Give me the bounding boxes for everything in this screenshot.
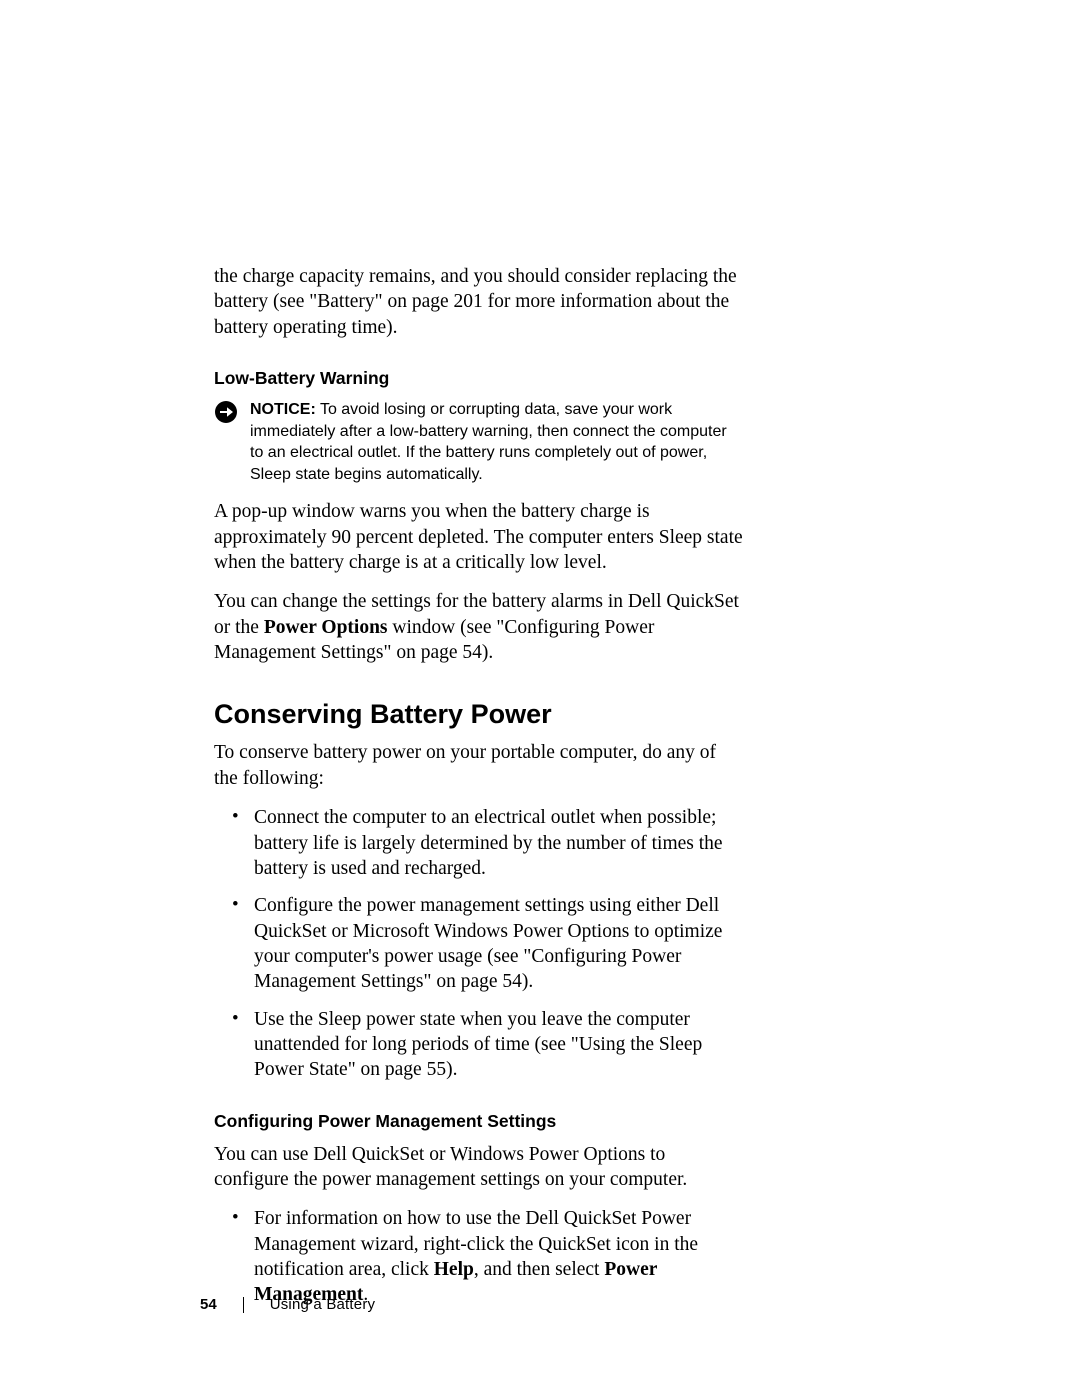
low-battery-heading: Low-Battery Warning — [214, 368, 744, 389]
list-item: Connect the computer to an electrical ou… — [254, 805, 744, 881]
config-bullet-mid: , and then select — [474, 1259, 605, 1280]
low-battery-para1: A pop-up window warns you when the batte… — [214, 499, 744, 575]
notice-arrow-icon — [214, 400, 238, 429]
conserving-heading: Conserving Battery Power — [214, 699, 744, 730]
content-area: the charge capacity remains, and you sho… — [214, 264, 744, 1324]
list-item: Configure the power management settings … — [254, 893, 744, 994]
intro-paragraph: the charge capacity remains, and you sho… — [214, 264, 744, 340]
config-bullets: For information on how to use the Dell Q… — [214, 1206, 744, 1307]
para2-bold: Power Options — [264, 617, 388, 638]
config-heading: Configuring Power Management Settings — [214, 1111, 744, 1132]
conserving-bullets: Connect the computer to an electrical ou… — [214, 805, 744, 1082]
page-footer: 54 Using a Battery — [200, 1296, 375, 1313]
notice-label: NOTICE: — [250, 401, 316, 418]
document-page: the charge capacity remains, and you sho… — [0, 0, 1080, 1397]
conserving-intro: To conserve battery power on your portab… — [214, 740, 744, 791]
low-battery-para2: You can change the settings for the batt… — [214, 589, 744, 665]
config-intro: You can use Dell QuickSet or Windows Pow… — [214, 1142, 744, 1193]
page-number: 54 — [200, 1296, 217, 1313]
footer-divider — [243, 1297, 244, 1313]
list-item: Use the Sleep power state when you leave… — [254, 1007, 744, 1083]
notice-text: NOTICE: To avoid losing or corrupting da… — [250, 399, 744, 485]
config-bullet-bold1: Help — [434, 1259, 474, 1280]
chapter-title: Using a Battery — [270, 1296, 376, 1313]
list-item: For information on how to use the Dell Q… — [254, 1206, 744, 1307]
notice-block: NOTICE: To avoid losing or corrupting da… — [214, 399, 744, 485]
notice-body: To avoid losing or corrupting data, save… — [250, 401, 727, 483]
